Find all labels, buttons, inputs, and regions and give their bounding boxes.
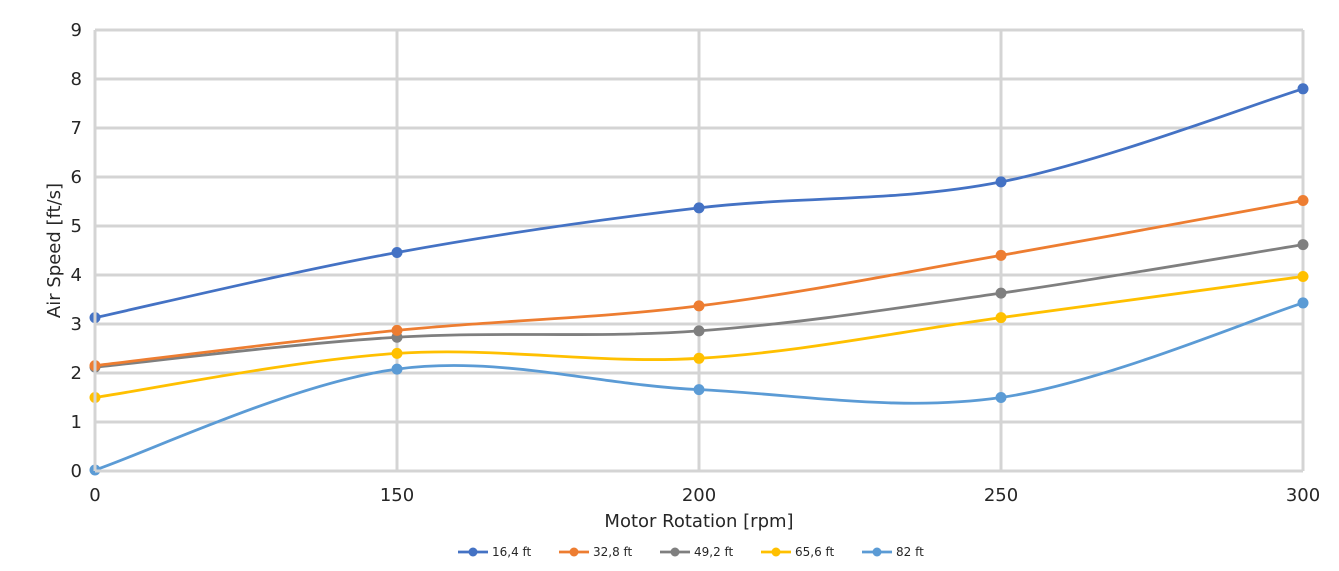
data-point <box>693 384 705 396</box>
legend-marker <box>872 547 882 557</box>
y-tick-label: 0 <box>71 461 82 482</box>
legend-marker <box>670 547 680 557</box>
legend-marker <box>771 547 781 557</box>
data-point <box>693 325 705 337</box>
data-point <box>995 392 1007 403</box>
grid <box>95 28 1305 471</box>
legend-marker <box>569 547 579 557</box>
y-tick-label: 9 <box>71 20 82 41</box>
y-tick-label: 2 <box>71 363 82 384</box>
data-point <box>391 324 403 336</box>
x-tick-label: 200 <box>682 485 716 506</box>
data-point <box>693 202 705 214</box>
legend-item: 32,8 ft <box>559 545 633 559</box>
x-tick-label: 300 <box>1286 485 1320 506</box>
legend-item: 65,6 ft <box>761 545 835 559</box>
x-tick-label: 150 <box>380 485 414 506</box>
data-point <box>391 246 403 258</box>
series-0 <box>89 83 1309 324</box>
y-tick-label: 8 <box>71 69 82 90</box>
series-1 <box>89 195 1309 372</box>
legend: 16,4 ft 32,8 ft 49,2 ft 65,6 ft 82 ft <box>458 545 924 559</box>
axes: 0 1 2 3 4 5 6 7 8 9 0 150 200 250 300 <box>71 20 1321 506</box>
series-layer <box>89 83 1309 476</box>
legend-label: 82 ft <box>896 545 924 559</box>
y-tick-label: 6 <box>71 167 82 188</box>
legend-item: 16,4 ft <box>458 545 532 559</box>
data-point <box>1297 270 1309 282</box>
data-point <box>391 347 403 359</box>
data-point <box>693 300 705 312</box>
y-tick-label: 1 <box>71 412 82 433</box>
legend-label: 32,8 ft <box>593 545 633 559</box>
y-axis-title: Air Speed [ft/s] <box>44 183 65 318</box>
x-tick-label: 0 <box>89 485 100 506</box>
data-point <box>1297 239 1309 251</box>
data-point <box>693 352 705 364</box>
data-point <box>995 287 1007 299</box>
legend-label: 49,2 ft <box>694 545 734 559</box>
data-point <box>995 249 1007 261</box>
data-point <box>995 312 1007 324</box>
data-point <box>1297 297 1309 309</box>
x-tick-label: 250 <box>984 485 1018 506</box>
y-tick-label: 7 <box>71 118 82 139</box>
x-axis-title: Motor Rotation [rpm] <box>604 511 793 532</box>
legend-label: 16,4 ft <box>492 545 532 559</box>
data-point <box>995 176 1007 188</box>
legend-marker <box>468 547 478 557</box>
series-4 <box>89 297 1309 476</box>
legend-label: 65,6 ft <box>795 545 835 559</box>
legend-item: 82 ft <box>862 545 924 559</box>
y-tick-label: 4 <box>71 265 82 286</box>
data-point <box>1297 83 1309 95</box>
data-point <box>391 363 403 375</box>
data-point <box>1297 195 1309 207</box>
y-tick-label: 5 <box>71 216 82 237</box>
y-tick-label: 3 <box>71 314 82 335</box>
series-3 <box>89 270 1309 403</box>
legend-item: 49,2 ft <box>660 545 734 559</box>
